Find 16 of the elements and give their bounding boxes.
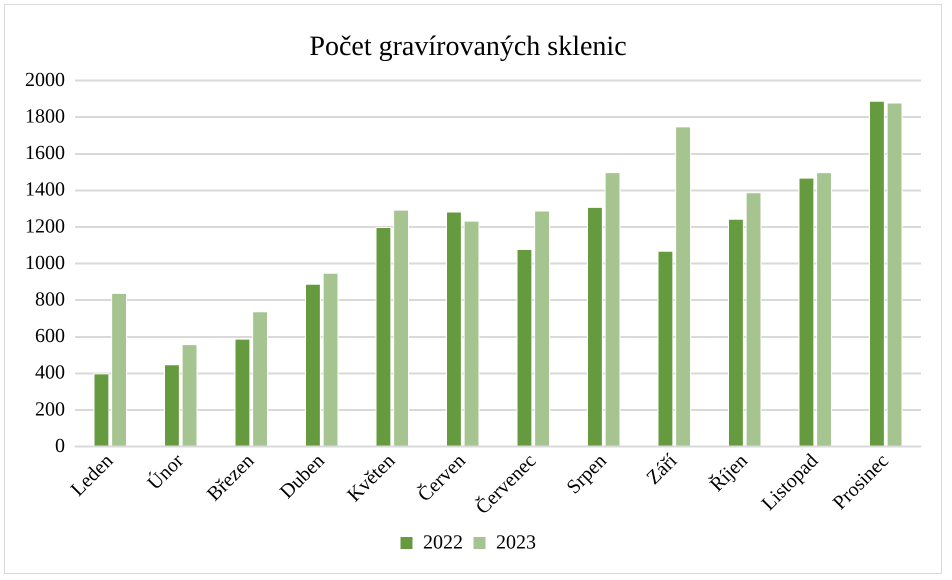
y-tick-label: 2000 xyxy=(25,68,65,91)
y-tick-label: 1800 xyxy=(25,105,65,128)
y-tick-label: 200 xyxy=(35,398,65,420)
x-tick-label: Září xyxy=(642,450,682,489)
y-tick-label: 600 xyxy=(35,325,65,348)
legend-label: 2022 xyxy=(423,531,463,554)
y-tick-label: 1400 xyxy=(25,178,65,201)
y-tick-label: 0 xyxy=(55,434,65,457)
chart-title: Počet gravírovaných sklenic xyxy=(309,31,627,62)
y-tick-label: 1000 xyxy=(25,252,65,274)
legend-label: 2023 xyxy=(496,531,536,554)
y-tick-label: 1200 xyxy=(25,215,65,238)
y-tick-label: 800 xyxy=(35,288,65,310)
y-tick-label: 1600 xyxy=(25,142,65,164)
x-tick-label: Únor xyxy=(142,448,188,494)
y-tick-label: 400 xyxy=(35,362,65,384)
